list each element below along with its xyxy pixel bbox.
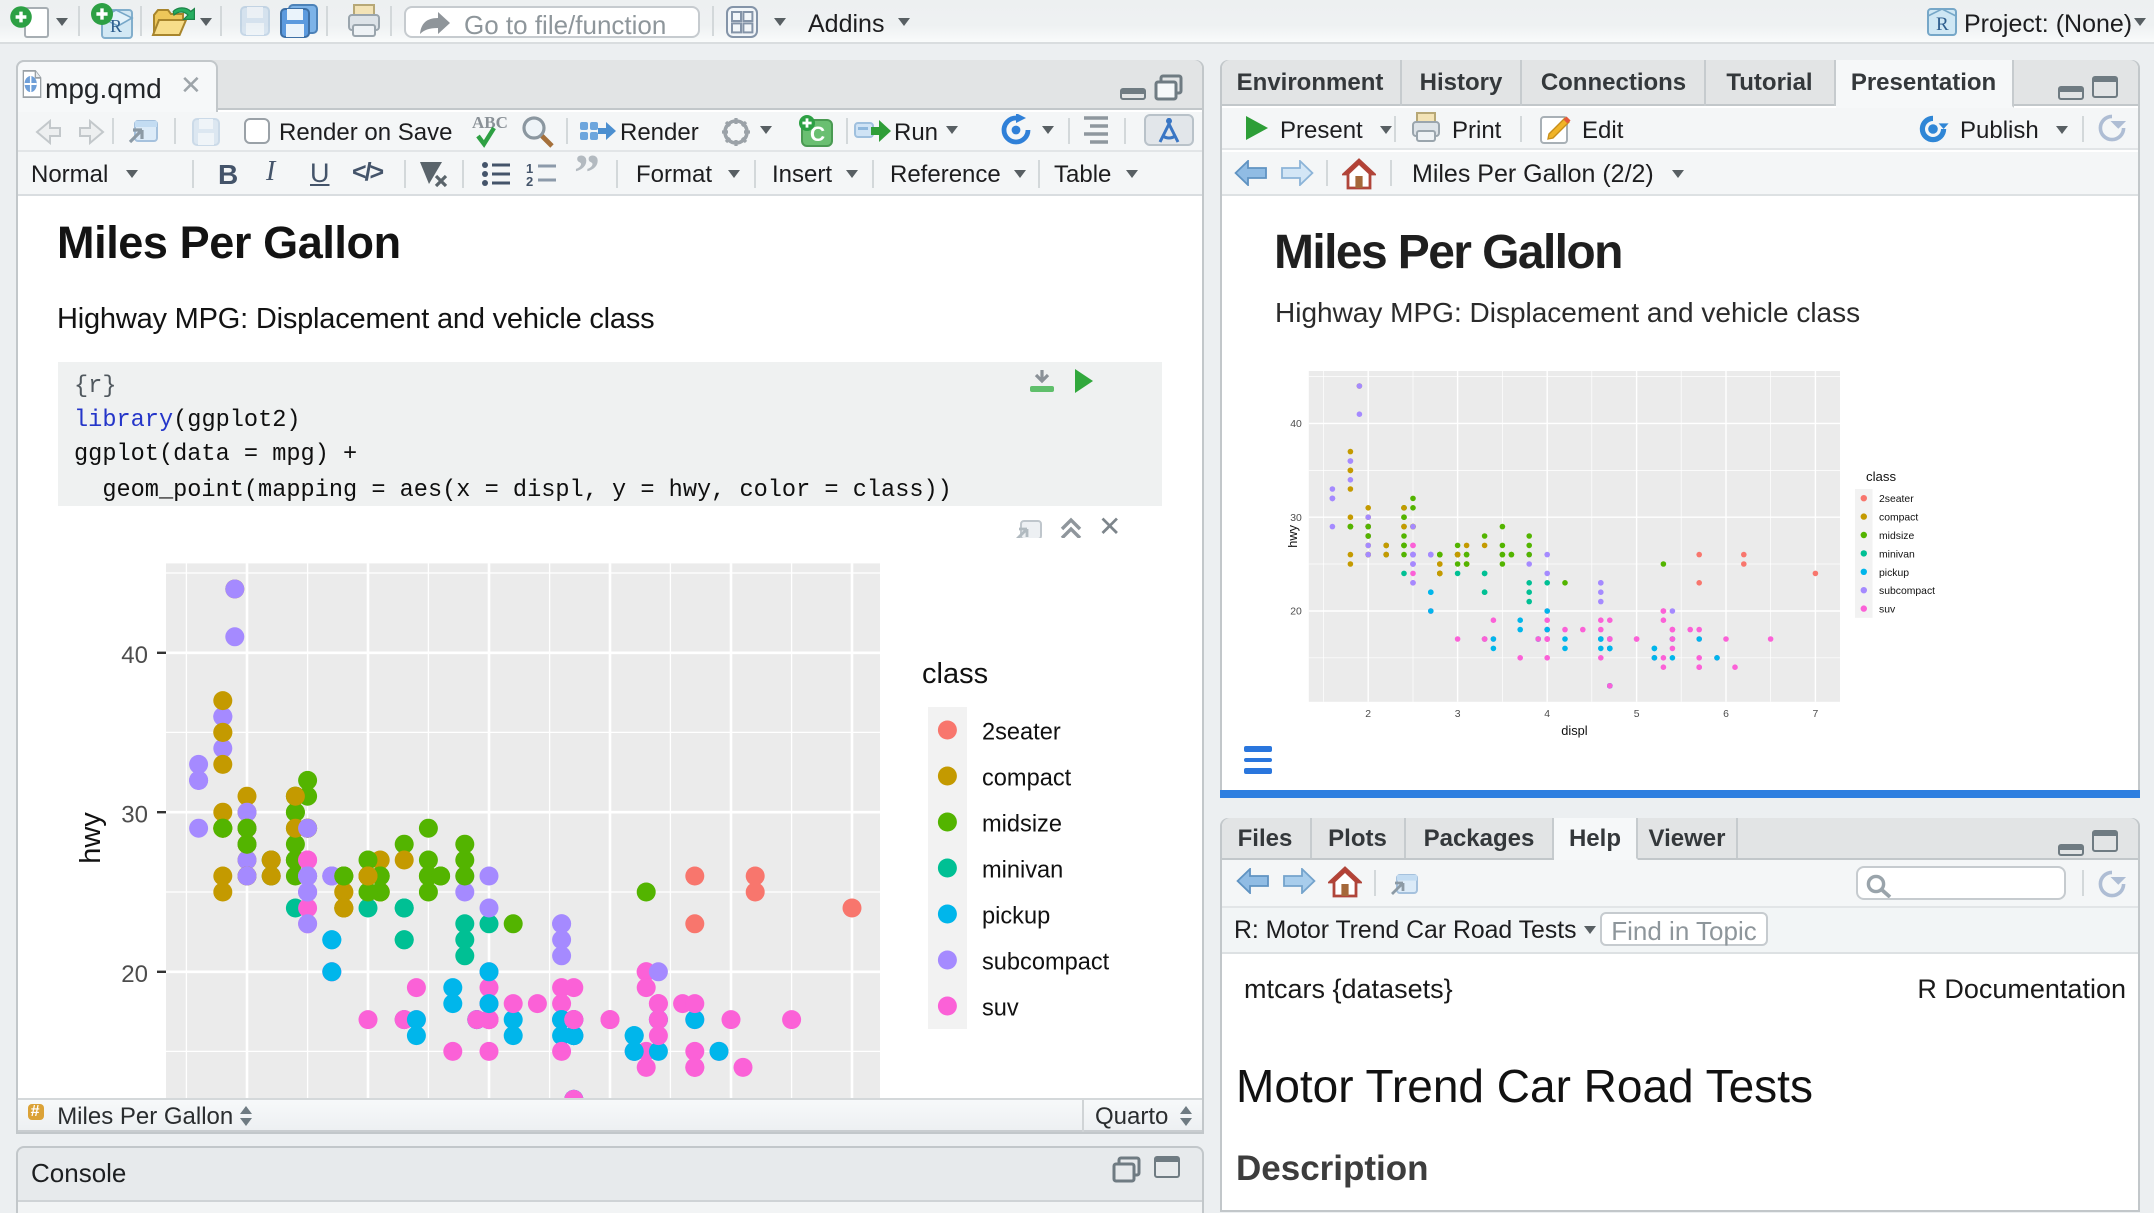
svg-text:2: 2: [1365, 709, 1371, 720]
svg-text:hwy: hwy: [75, 812, 107, 864]
svg-text:20: 20: [1290, 607, 1302, 618]
svg-text:minivan: minivan: [1879, 549, 1915, 560]
svg-text:30: 30: [121, 802, 148, 829]
svg-text:7: 7: [1813, 709, 1819, 720]
svg-text:C: C: [810, 123, 825, 146]
svg-text:4: 4: [1544, 709, 1550, 720]
svg-text:30: 30: [1290, 513, 1302, 524]
svg-text:1: 1: [526, 162, 533, 176]
svg-text:2: 2: [526, 174, 533, 186]
svg-text:40: 40: [121, 642, 148, 669]
svg-text:5: 5: [1634, 709, 1640, 720]
svg-text:suv: suv: [1879, 605, 1896, 616]
svg-text:minivan: minivan: [982, 857, 1063, 883]
svg-text:R: R: [110, 16, 122, 36]
svg-text:6: 6: [1723, 709, 1729, 720]
svg-text:midsize: midsize: [1879, 531, 1914, 542]
svg-text:subcompact: subcompact: [1879, 586, 1935, 597]
svg-text:midsize: midsize: [982, 811, 1062, 837]
svg-text:40: 40: [1290, 419, 1302, 430]
svg-text:2seater: 2seater: [1879, 494, 1914, 505]
svg-text:compact: compact: [1879, 513, 1918, 524]
svg-text:subcompact: subcompact: [982, 949, 1110, 975]
svg-text:class: class: [922, 658, 988, 690]
svg-text:20: 20: [121, 961, 148, 988]
svg-text:displ: displ: [1561, 723, 1587, 738]
svg-text:hwy: hwy: [1288, 524, 1300, 547]
svg-text:R: R: [1936, 14, 1949, 35]
svg-text:compact: compact: [982, 765, 1072, 791]
svg-text:class: class: [1866, 469, 1896, 484]
svg-text:2seater: 2seater: [982, 719, 1061, 745]
svg-text:ABC: ABC: [472, 113, 508, 132]
svg-text:pickup: pickup: [982, 903, 1050, 929]
svg-text:3: 3: [1455, 709, 1461, 720]
svg-text:pickup: pickup: [1879, 568, 1909, 579]
svg-text:suv: suv: [982, 995, 1019, 1021]
